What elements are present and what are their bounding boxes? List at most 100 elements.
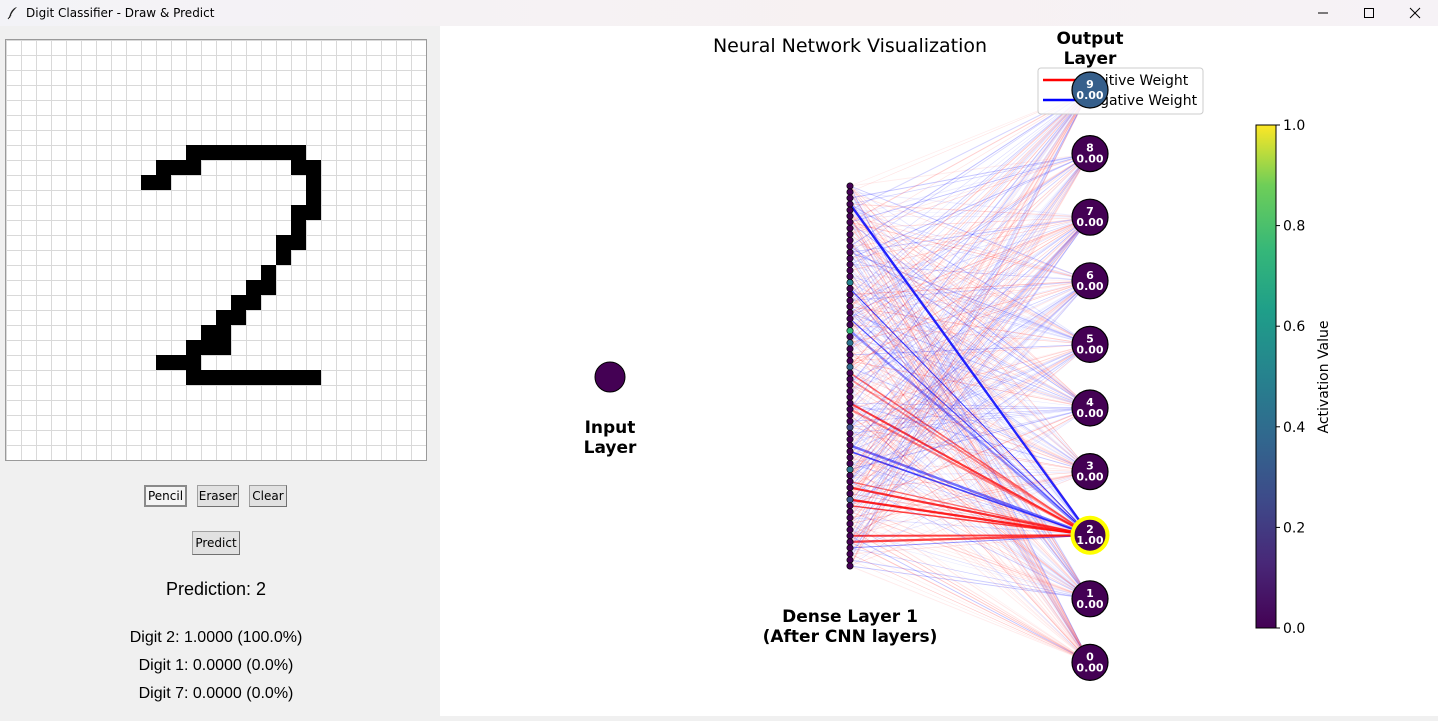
dense-node [846, 327, 854, 335]
output-node-digit: 1 [1086, 587, 1094, 600]
dense-node [846, 538, 854, 546]
filled-cell [246, 145, 261, 160]
dense-node [846, 266, 854, 274]
filled-cell [276, 145, 291, 160]
output-node-value: 0.00 [1076, 661, 1103, 674]
dense-node [846, 254, 854, 262]
dense-node [846, 447, 854, 455]
output-node-value: 0.00 [1076, 216, 1103, 229]
predict-button[interactable]: Predict [192, 531, 240, 555]
prediction-prob-3: Digit 7: 0.0000 (0.0%) [138, 685, 294, 702]
output-node-value: 0.00 [1076, 280, 1103, 293]
output-node-digit: 5 [1086, 332, 1094, 345]
dense-node [846, 297, 854, 305]
dense-node [846, 182, 854, 190]
dense-node [846, 478, 854, 486]
dense-node [846, 429, 854, 437]
filled-cell [186, 370, 201, 385]
dense-node [846, 562, 854, 570]
dense-node [846, 532, 854, 540]
dense-node [846, 375, 854, 383]
filled-cell [276, 370, 291, 385]
dense-layer-nodes [846, 182, 854, 570]
feather-icon [4, 4, 22, 22]
pencil-button[interactable]: Pencil [144, 485, 187, 507]
output-node-digit: 2 [1086, 523, 1094, 536]
colorbar-tick-label: 1.0 [1283, 118, 1305, 134]
dense-node [846, 556, 854, 564]
filled-cell [246, 280, 261, 295]
network-plot: Neural Network Visualization Input Layer… [584, 29, 1332, 682]
dense-node [846, 188, 854, 196]
dense-node [846, 248, 854, 256]
dense-node [846, 339, 854, 347]
output-layer-label-2: Layer [1064, 49, 1117, 69]
dense-node [846, 423, 854, 431]
output-node-value: 0.00 [1076, 471, 1103, 484]
filled-cell [291, 370, 306, 385]
clear-button[interactable]: Clear [249, 485, 287, 507]
filled-cell [276, 235, 291, 250]
title-bar: Digit Classifier - Draw & Predict [0, 0, 1438, 26]
dense-node [846, 357, 854, 365]
output-node-value: 0.00 [1076, 343, 1103, 356]
legend: Positive Weight Negative Weight [1037, 67, 1204, 115]
filled-cell [291, 205, 306, 220]
left-panel: Pencil Eraser Clear Predict Prediction: … [0, 26, 440, 716]
filled-cell [156, 160, 171, 175]
filled-cell [216, 370, 231, 385]
dense-node [846, 514, 854, 522]
dense-node [846, 465, 854, 473]
dense-node [846, 309, 854, 317]
output-node-value: 1.00 [1076, 534, 1103, 547]
filled-cell [246, 370, 261, 385]
dense-node [846, 218, 854, 226]
output-node-digit: 3 [1086, 460, 1094, 473]
filled-cell [231, 310, 246, 325]
grid-lines [6, 40, 427, 461]
output-node-9 [1071, 71, 1109, 109]
dense-node [846, 550, 854, 558]
dense-layer-label-1: Dense Layer 1 [782, 607, 918, 627]
output-node-5 [1071, 325, 1109, 363]
dense-node [846, 242, 854, 250]
filled-cell [261, 280, 276, 295]
filled-cell [186, 355, 201, 370]
input-layer-label-2: Layer [584, 438, 637, 458]
output-node-3 [1071, 453, 1109, 491]
drawing-grid[interactable] [6, 40, 427, 461]
plot-title: Neural Network Visualization [713, 35, 987, 57]
filled-cell [261, 145, 276, 160]
colorbar-tick-label: 0.6 [1283, 319, 1305, 335]
filled-cell [306, 370, 321, 385]
dense-node [846, 417, 854, 425]
drawing-canvas[interactable] [5, 39, 427, 461]
dense-node [846, 490, 854, 498]
filled-cell [306, 205, 321, 220]
filled-cell [141, 175, 156, 190]
close-button[interactable] [1392, 0, 1438, 26]
dense-node [846, 435, 854, 443]
dense-node [846, 272, 854, 280]
output-node-digit: 6 [1086, 269, 1094, 282]
prediction-title: Prediction: 2 [165, 579, 267, 599]
colorbar-label: Activation Value [1316, 321, 1332, 434]
maximize-button[interactable] [1346, 0, 1392, 26]
output-node-digit: 9 [1086, 78, 1094, 91]
output-node-0 [1071, 643, 1109, 682]
filled-cell [231, 370, 246, 385]
filled-cell [306, 190, 321, 205]
dense-node [846, 363, 854, 371]
filled-cell [201, 340, 216, 355]
dense-node [846, 405, 854, 413]
minimize-button[interactable] [1300, 0, 1346, 26]
filled-cell [261, 370, 276, 385]
filled-cell [306, 160, 321, 175]
filled-cell [216, 145, 231, 160]
colorbar-tick-label: 0.0 [1283, 621, 1305, 637]
output-layer-nodes: 90.0080.0070.0060.0050.0040.0030.0021.00… [1070, 71, 1110, 682]
eraser-button[interactable]: Eraser [197, 485, 239, 507]
close-icon [1409, 7, 1421, 19]
prediction-prob-1: Digit 2: 1.0000 (100.0%) [129, 629, 303, 646]
legend-negative-label: Negative Weight [1081, 93, 1198, 109]
